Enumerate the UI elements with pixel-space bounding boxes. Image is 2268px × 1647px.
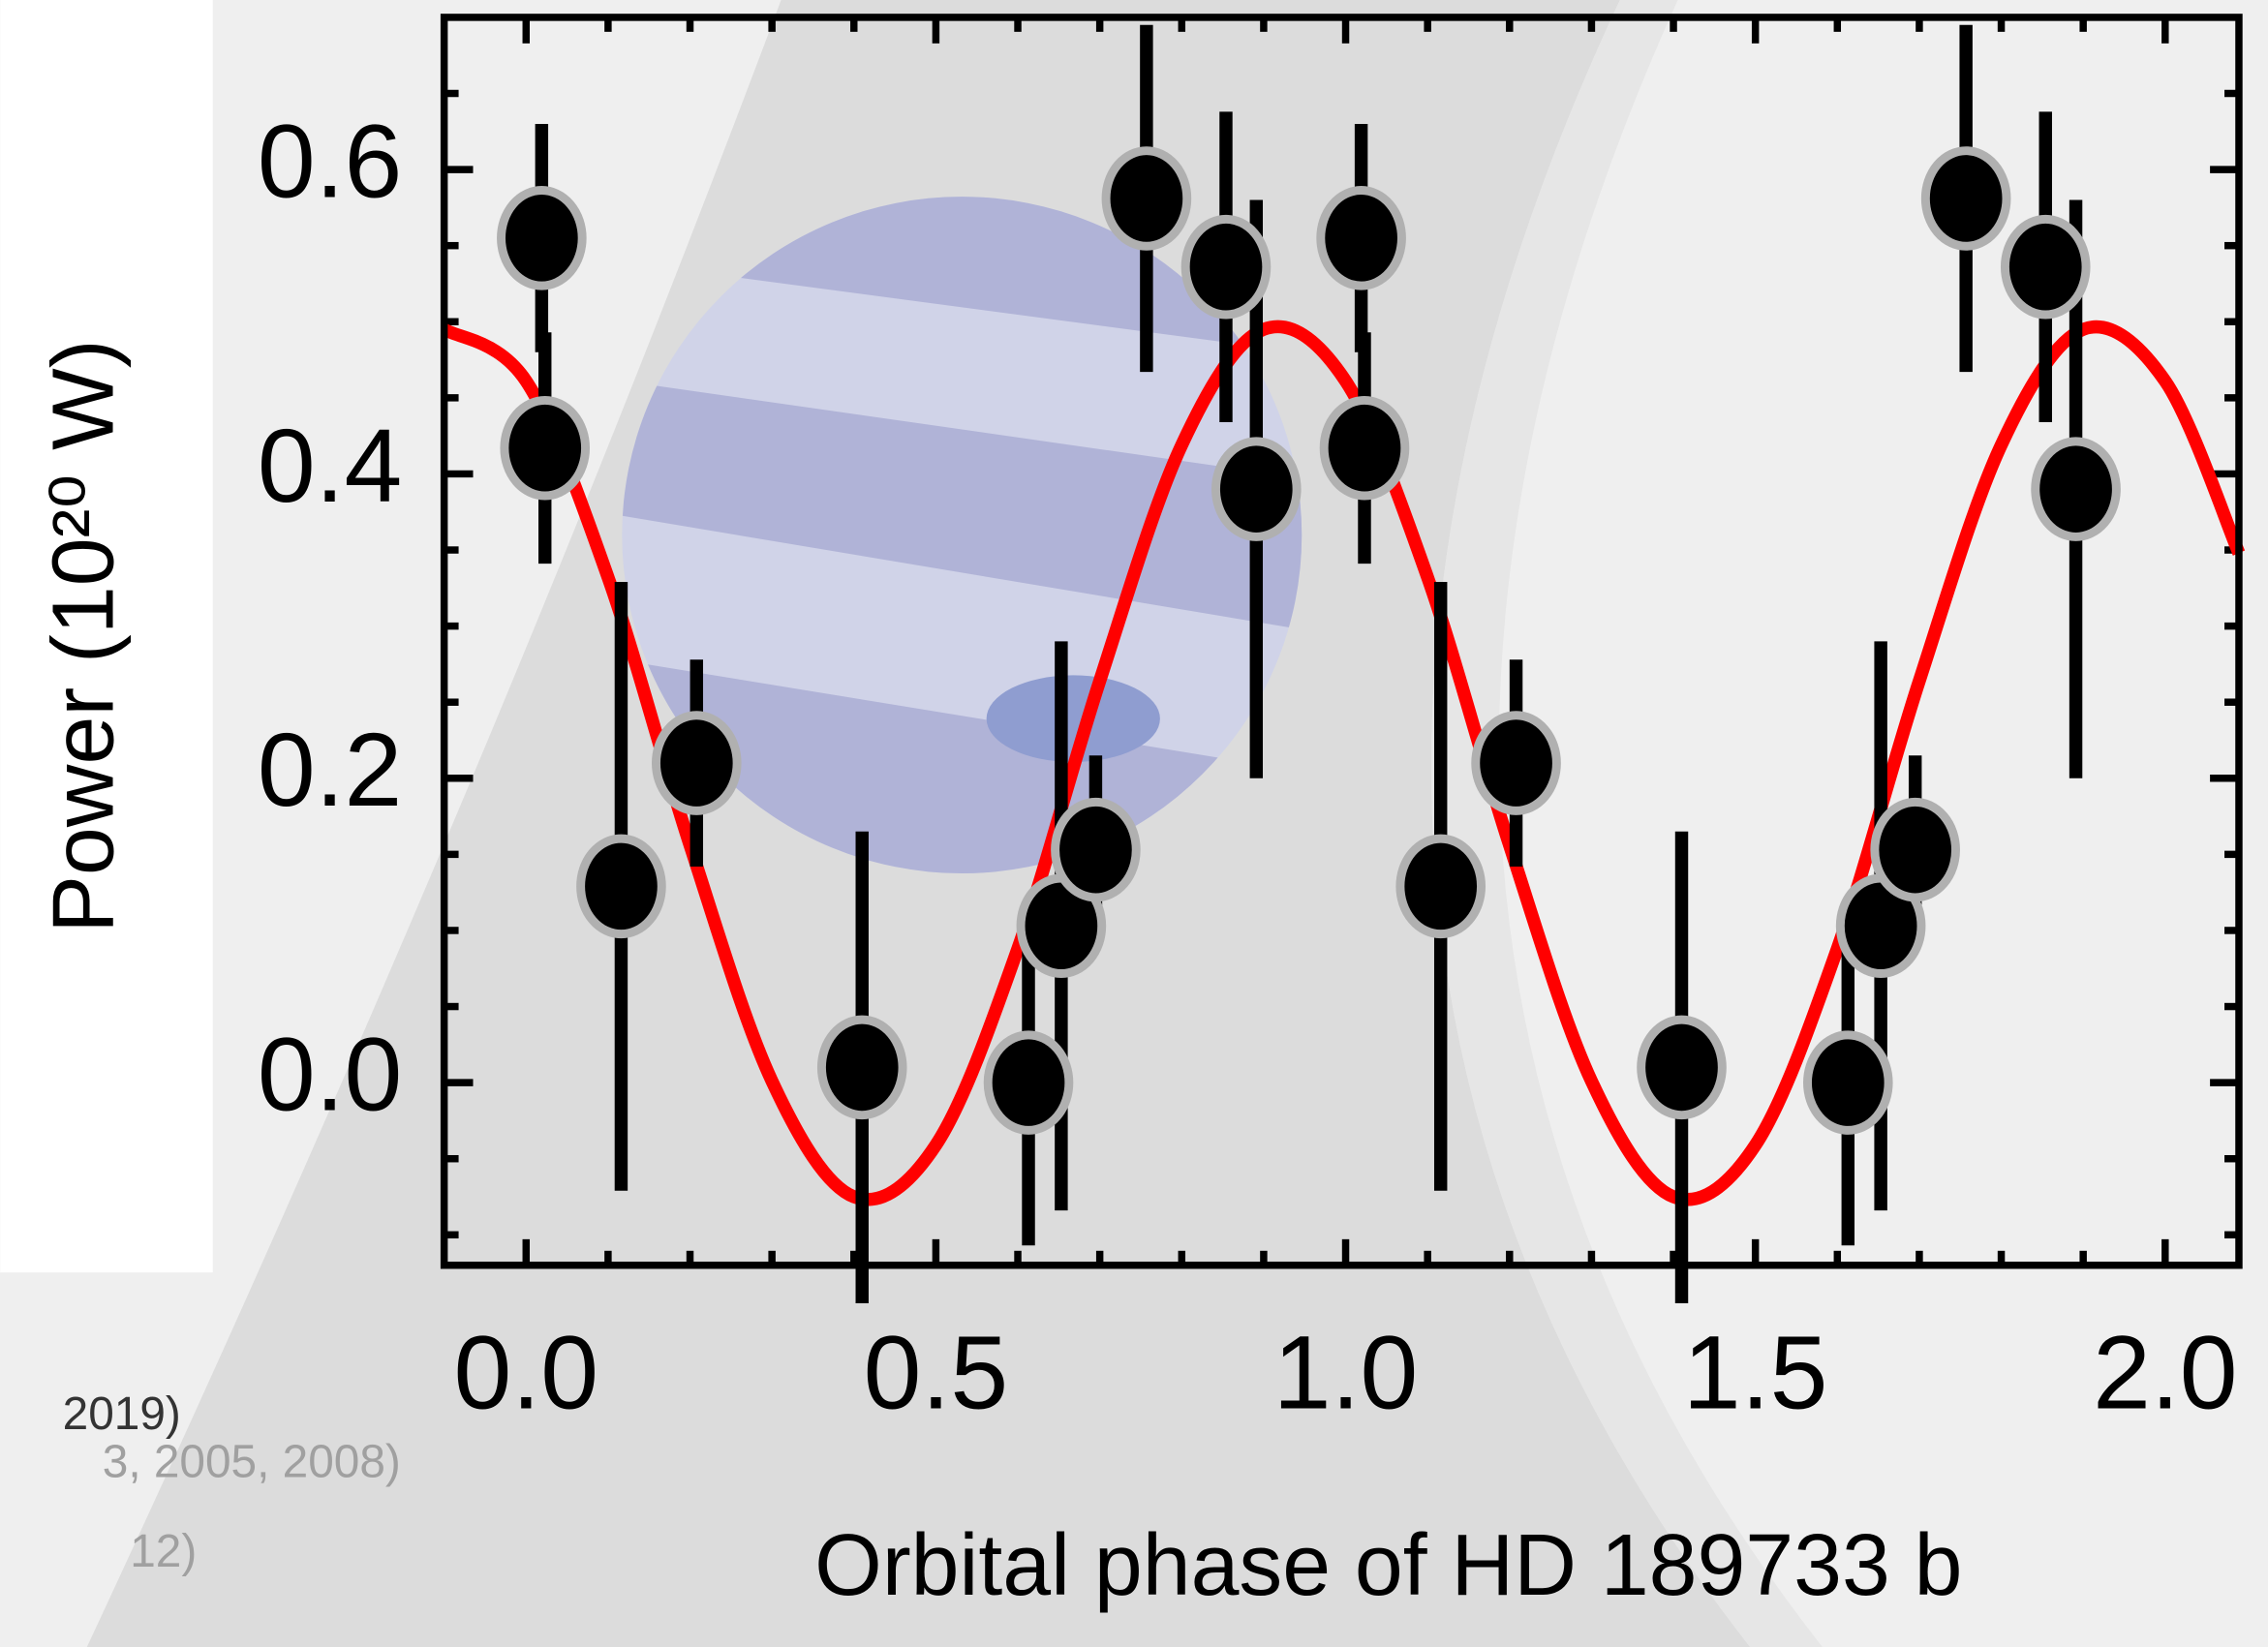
data-point	[500, 395, 591, 501]
data-point	[2031, 437, 2121, 541]
data-point	[1637, 1015, 1727, 1120]
data-point	[576, 834, 666, 939]
data-point	[1180, 214, 1272, 320]
data-point	[1803, 1030, 1893, 1135]
data-point	[1319, 395, 1410, 501]
y-tick-label: 0.4	[258, 408, 402, 524]
data-point	[1471, 711, 1561, 815]
legend-fragment: 12)	[130, 1526, 197, 1577]
data-point	[497, 186, 587, 290]
data-point	[1051, 797, 1141, 902]
x-tick-label: 0.0	[454, 1315, 598, 1431]
data-point	[651, 711, 742, 815]
y-axis-label: Power (10²⁰ W)	[34, 339, 131, 932]
data-point	[983, 1030, 1074, 1135]
y-tick-label: 0.0	[258, 1017, 402, 1133]
data-point	[1920, 146, 2011, 251]
data-point	[1211, 437, 1302, 541]
data-point	[1395, 834, 1486, 939]
decor-ring-edge	[1430, 0, 1823, 1647]
data-point	[816, 1015, 907, 1120]
x-tick-label: 2.0	[2093, 1315, 2237, 1431]
legend-panel	[0, 0, 213, 1273]
y-tick-label: 0.6	[258, 104, 402, 220]
plot-frame	[440, 14, 2243, 1269]
x-tick-label: 1.0	[1273, 1315, 1418, 1431]
data-point	[2000, 214, 2091, 320]
model-curve	[441, 320, 2246, 1206]
y-tick-label: 0.2	[258, 712, 402, 828]
data-point	[1101, 146, 1192, 251]
data-point	[1870, 797, 1960, 902]
legend-fragment: 3, 2005, 2008)	[103, 1436, 401, 1487]
legend-fragment: 2019)	[63, 1388, 181, 1440]
data-point	[1316, 186, 1406, 290]
x-tick-label: 0.5	[864, 1315, 1008, 1431]
x-tick-label: 1.5	[1683, 1315, 1827, 1431]
x-axis-label: Orbital phase of HD 189733 b	[814, 1516, 1962, 1613]
